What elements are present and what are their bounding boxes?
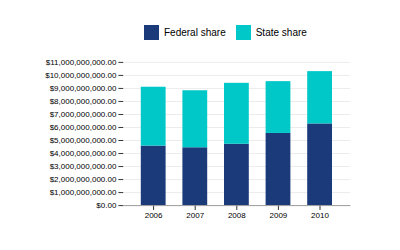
svg-text:2009: 2009 — [270, 211, 288, 220]
svg-text:$11,000,000,000.00: $11,000,000,000.00 — [46, 58, 117, 67]
svg-text:$7,000,000,000.00: $7,000,000,000.00 — [50, 110, 117, 119]
svg-text:2008: 2008 — [228, 211, 246, 220]
svg-text:$6,000,000,000.00: $6,000,000,000.00 — [50, 123, 117, 132]
svg-text:$3,000,000,000.00: $3,000,000,000.00 — [50, 162, 117, 171]
svg-text:$1,000,000,000.00: $1,000,000,000.00 — [50, 188, 117, 197]
svg-text:$8,000,000,000.00: $8,000,000,000.00 — [50, 97, 117, 106]
svg-text:$0.00: $0.00 — [96, 201, 117, 210]
svg-text:2010: 2010 — [311, 211, 329, 220]
svg-text:2006: 2006 — [145, 211, 163, 220]
html-text:State share: State share — [255, 27, 307, 38]
svg-text:2007: 2007 — [186, 211, 204, 220]
svg-text:$2,000,000,000.00: $2,000,000,000.00 — [50, 175, 117, 184]
html-text:Federal share: Federal share — [164, 27, 226, 38]
svg-text:$10,000,000,000.00: $10,000,000,000.00 — [45, 71, 117, 80]
svg-text:$5,000,000,000.00: $5,000,000,000.00 — [50, 136, 117, 145]
svg-text:$4,000,000,000.00: $4,000,000,000.00 — [50, 149, 117, 158]
svg-text:$9,000,000,000.00: $9,000,000,000.00 — [50, 84, 117, 93]
